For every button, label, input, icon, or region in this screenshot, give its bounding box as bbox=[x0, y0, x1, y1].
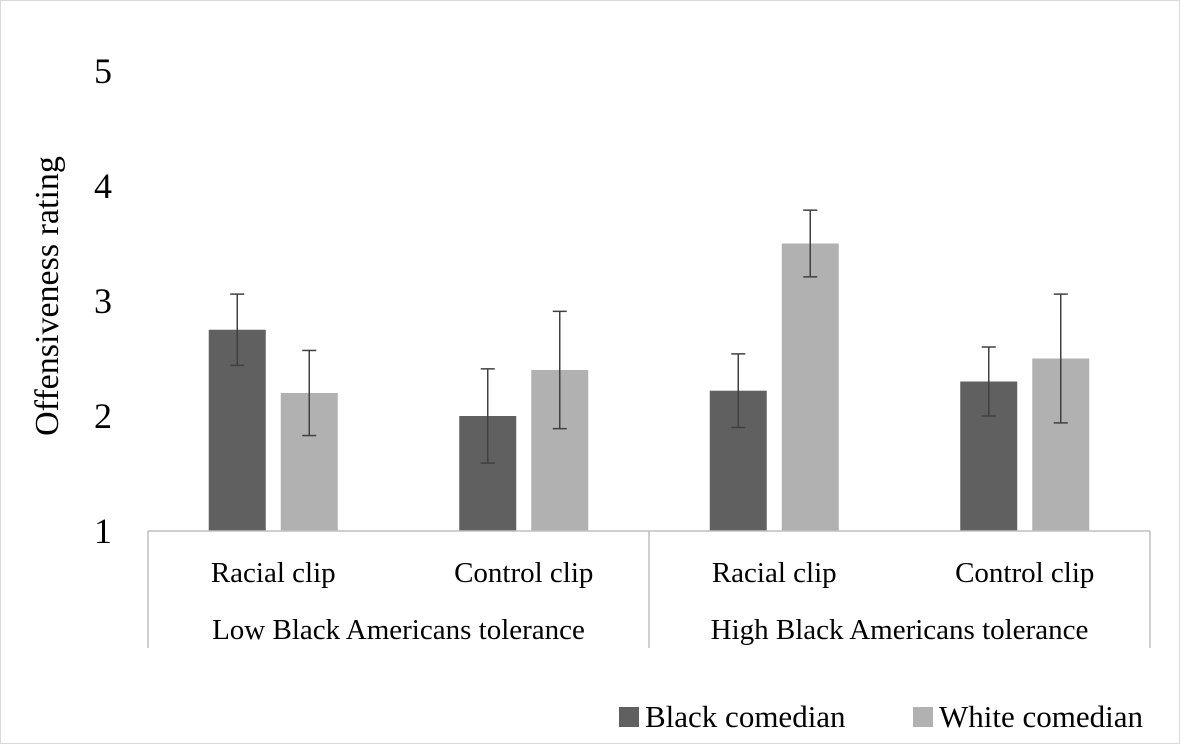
x-group-label: High Black Americans tolerance bbox=[711, 614, 1089, 646]
legend-swatch bbox=[619, 707, 639, 727]
legend: Black comedian White comedian bbox=[619, 699, 1143, 734]
error-bars bbox=[230, 209, 1068, 464]
x-tick-label: Racial clip bbox=[712, 557, 837, 589]
y-axis-label: Offensiveness rating bbox=[29, 156, 66, 436]
y-tick-label: 2 bbox=[94, 396, 112, 436]
bar bbox=[781, 243, 839, 531]
x-tick-label: Control clip bbox=[955, 557, 1094, 589]
y-tick-label: 5 bbox=[94, 51, 112, 91]
x-axis: Racial clip Control clip Racial clip Contro… bbox=[147, 530, 1151, 648]
y-tick-label: 3 bbox=[94, 281, 112, 321]
y-tick-label: 1 bbox=[94, 511, 112, 551]
y-tick-label: 4 bbox=[94, 166, 112, 206]
legend-label: Black comedian bbox=[645, 699, 846, 734]
legend-label: White comedian bbox=[939, 699, 1143, 734]
x-tick-label: Racial clip bbox=[211, 557, 336, 589]
x-group-label: Low Black Americans tolerance bbox=[212, 614, 585, 646]
y-axis-ticks: 1 2 3 4 5 bbox=[94, 51, 112, 551]
x-tick-label: Control clip bbox=[454, 557, 593, 589]
legend-swatch bbox=[913, 707, 933, 727]
